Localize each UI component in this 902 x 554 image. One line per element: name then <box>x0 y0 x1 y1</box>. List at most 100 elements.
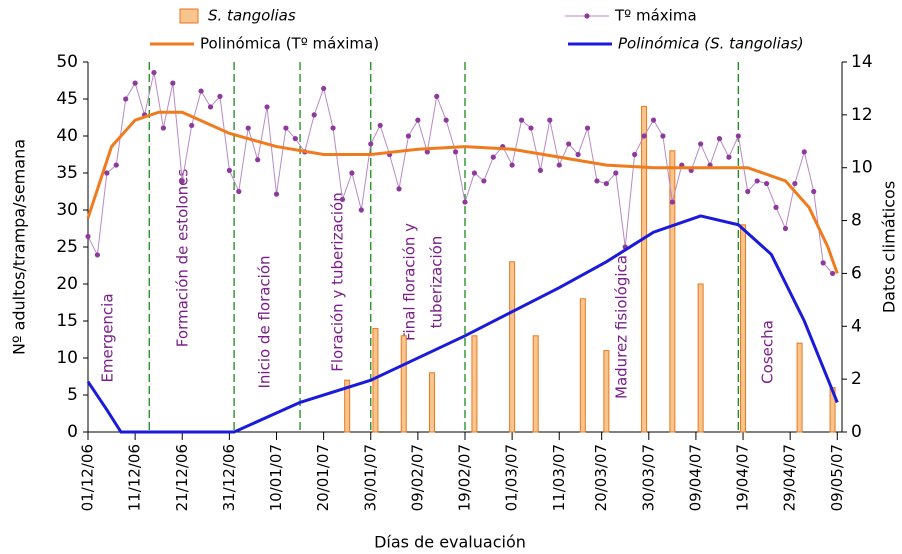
y-tick-label: 25 <box>56 237 78 257</box>
temp-point <box>113 162 119 168</box>
temp-point <box>452 149 459 155</box>
y-axis-title: Nº adultos/trampa/semana <box>10 139 29 355</box>
bar <box>509 261 516 433</box>
temp-point <box>358 207 364 213</box>
y-tick-label: 40 <box>56 126 78 146</box>
bar <box>641 105 648 433</box>
stage-label: Formación de estolones <box>174 169 192 348</box>
temp-point <box>547 117 553 123</box>
legend-label: Tº máxima <box>614 7 697 25</box>
stage-label: Emergencia <box>99 293 117 382</box>
y-tick-label: 45 <box>56 89 78 109</box>
temp-point <box>434 93 440 99</box>
temp-point <box>207 104 214 110</box>
y-tick-label: 15 <box>56 311 78 331</box>
temp-point <box>745 188 751 195</box>
temp-point <box>650 117 657 123</box>
bar <box>579 298 586 433</box>
temp-point <box>396 186 402 192</box>
temp-point <box>330 125 336 131</box>
stage-label: Cosecha <box>759 320 777 384</box>
x-tick-label: 19/02/07 <box>456 444 474 511</box>
temp-point <box>773 204 779 210</box>
x-tick-label: 20/03/07 <box>592 444 610 511</box>
temp-point <box>424 149 430 155</box>
temp-point <box>660 133 666 139</box>
temp-point <box>179 178 185 184</box>
bar <box>697 283 704 433</box>
stage-label: Floración y tuberización <box>329 192 347 371</box>
y2-tick-label: 0 <box>851 422 862 442</box>
stage-label: Inicio de floración <box>256 255 274 388</box>
bar <box>471 335 478 433</box>
temp-point <box>170 80 176 86</box>
bar <box>429 372 436 433</box>
temp-point <box>415 117 421 123</box>
temp-point <box>377 122 383 129</box>
y2-tick-label: 12 <box>851 105 873 125</box>
temp-point <box>829 270 836 277</box>
x-tick-label: 31/12/06 <box>220 444 238 511</box>
temp-point <box>226 167 232 173</box>
legend-label: S. tangolias <box>208 7 296 25</box>
x-tick-label: 09/02/07 <box>408 444 426 511</box>
temp-point <box>245 125 251 131</box>
x-tick-label: 11/12/06 <box>126 444 144 511</box>
legend-label: Polinómica (S. tangolias) <box>618 35 804 53</box>
temp-point <box>368 141 374 147</box>
x-axis-title: Días de evaluación <box>374 533 526 552</box>
y2-tick-label: 8 <box>851 211 862 231</box>
stage-label: tuberización <box>428 236 446 329</box>
temp-point <box>594 178 600 184</box>
temp-point <box>405 133 412 139</box>
temp-point <box>255 157 261 163</box>
bar <box>740 224 747 433</box>
temp-point <box>754 178 760 184</box>
bar <box>603 350 610 433</box>
temp-line <box>87 72 833 274</box>
trend-line <box>86 214 839 434</box>
y-tick-label: 5 <box>67 385 78 405</box>
temp-point <box>811 188 817 195</box>
temp-point <box>669 199 675 205</box>
temp-point <box>283 125 289 131</box>
stage-label: Madurez fisiológica <box>613 255 631 399</box>
temp-point <box>698 141 704 147</box>
x-tick-label: 11/03/07 <box>550 444 568 511</box>
temp-point <box>217 93 223 99</box>
bar <box>796 342 803 433</box>
temp-point <box>537 167 544 173</box>
y-tick-label: 30 <box>56 200 78 220</box>
temp-point <box>735 133 741 139</box>
x-tick-label: 01/03/07 <box>503 444 521 511</box>
temp-point <box>518 117 525 123</box>
x-tick-label: 20/01/07 <box>314 444 332 511</box>
bar <box>532 335 539 433</box>
temp-point <box>575 151 581 158</box>
y-tick-label: 35 <box>56 163 78 183</box>
temp-point <box>264 104 270 110</box>
temp-point <box>94 252 101 258</box>
temp-point <box>273 191 280 197</box>
temp-point <box>311 112 317 118</box>
temp-point <box>481 178 487 184</box>
temp-point <box>792 180 798 187</box>
y2-tick-label: 2 <box>851 369 862 389</box>
temp-point <box>509 162 515 168</box>
y-tick-label: 50 <box>56 52 78 72</box>
temp-point <box>443 117 449 123</box>
y2-tick-label: 4 <box>851 316 862 336</box>
y2-tick-label: 14 <box>851 52 873 72</box>
x-tick-label: 10/01/07 <box>267 444 285 511</box>
temp-point <box>820 260 826 266</box>
temp-point <box>123 96 129 102</box>
temp-point <box>132 80 138 86</box>
y2-tick-label: 10 <box>851 158 873 178</box>
x-tick-label: 19/04/07 <box>734 444 752 511</box>
temp-point <box>641 133 647 139</box>
x-tick-label: 30/03/07 <box>639 444 657 511</box>
y2-axis-title: Datos climáticos <box>880 181 899 313</box>
temp-point <box>104 170 110 176</box>
temp-point <box>726 154 732 160</box>
